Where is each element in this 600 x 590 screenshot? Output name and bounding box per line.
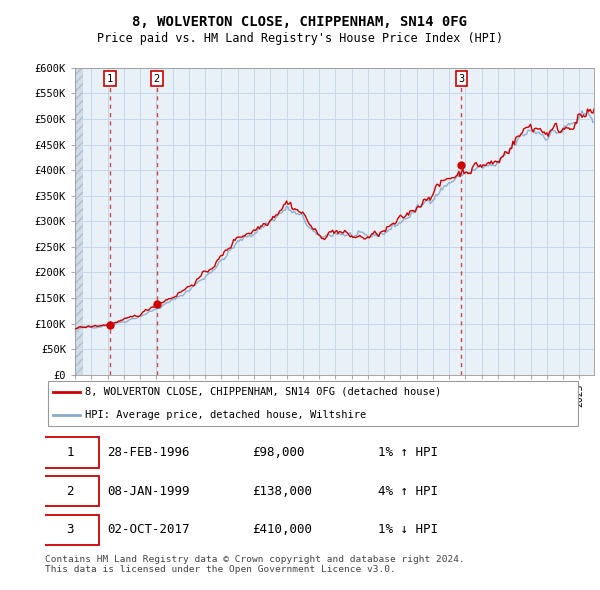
Text: HPI: Average price, detached house, Wiltshire: HPI: Average price, detached house, Wilt… <box>85 410 367 420</box>
Text: 2: 2 <box>154 74 160 84</box>
Text: £410,000: £410,000 <box>252 523 312 536</box>
Text: £138,000: £138,000 <box>252 484 312 498</box>
Text: 1% ↓ HPI: 1% ↓ HPI <box>378 523 438 536</box>
FancyBboxPatch shape <box>43 514 98 545</box>
Text: Contains HM Land Registry data © Crown copyright and database right 2024.
This d: Contains HM Land Registry data © Crown c… <box>45 555 465 574</box>
Text: 4% ↑ HPI: 4% ↑ HPI <box>378 484 438 498</box>
Text: 1% ↑ HPI: 1% ↑ HPI <box>378 446 438 459</box>
Bar <box>75 68 83 375</box>
Text: Price paid vs. HM Land Registry's House Price Index (HPI): Price paid vs. HM Land Registry's House … <box>97 32 503 45</box>
Text: 1: 1 <box>67 446 74 459</box>
Text: 8, WOLVERTON CLOSE, CHIPPENHAM, SN14 0FG (detached house): 8, WOLVERTON CLOSE, CHIPPENHAM, SN14 0FG… <box>85 387 442 397</box>
FancyBboxPatch shape <box>43 476 98 506</box>
Text: 08-JAN-1999: 08-JAN-1999 <box>107 484 189 498</box>
Text: £98,000: £98,000 <box>252 446 304 459</box>
Text: 28-FEB-1996: 28-FEB-1996 <box>107 446 189 459</box>
FancyBboxPatch shape <box>43 437 98 468</box>
Text: 2: 2 <box>67 484 74 498</box>
FancyBboxPatch shape <box>47 381 578 427</box>
Text: 8, WOLVERTON CLOSE, CHIPPENHAM, SN14 0FG: 8, WOLVERTON CLOSE, CHIPPENHAM, SN14 0FG <box>133 15 467 29</box>
Text: 1: 1 <box>107 74 113 84</box>
Text: 3: 3 <box>67 523 74 536</box>
Text: 3: 3 <box>458 74 464 84</box>
Text: 02-OCT-2017: 02-OCT-2017 <box>107 523 189 536</box>
